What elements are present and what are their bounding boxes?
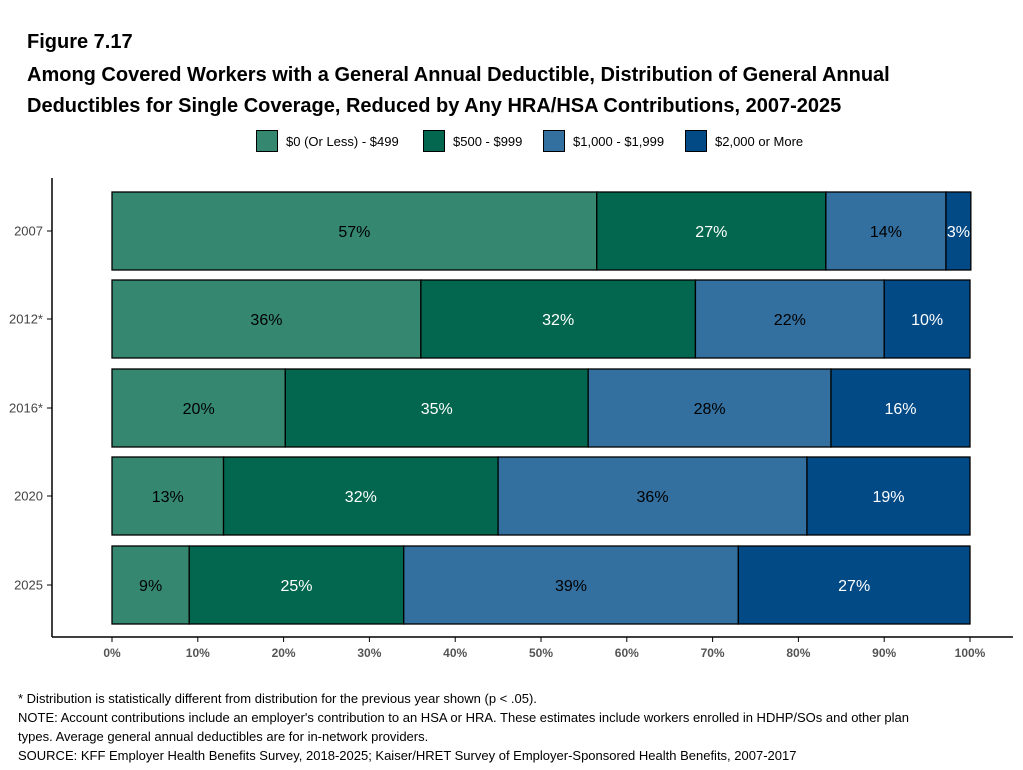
legend-item-series-4: $2,000 or More <box>685 128 803 154</box>
data-label: 32% <box>542 312 574 329</box>
x-tick-label: 0% <box>103 646 121 660</box>
legend-item-series-1: $0 (Or Less) - $499 <box>256 128 399 154</box>
data-label: 28% <box>694 401 726 418</box>
bar-segment <box>420 279 697 359</box>
bar-segment <box>806 456 971 536</box>
y-tick-label: 2016* <box>9 401 43 416</box>
chart-title: Among Covered Workers with a General Ann… <box>27 60 1007 122</box>
bar-segment <box>222 456 499 536</box>
bar-segment <box>188 545 405 625</box>
data-label: 14% <box>870 224 902 241</box>
x-tick-label: 70% <box>701 646 725 660</box>
legend-label-series-4: $2,000 or More <box>715 133 804 149</box>
bar-segment <box>587 368 832 448</box>
figure-label: Figure 7.17 <box>27 31 133 53</box>
stacked-bar-chart: 2007 57% 27% 14% 3% 2012* 36% 32% 22% 10% 2016* 20%… <box>9 178 1013 660</box>
footnote-significance: * Distribution is statistically differen… <box>18 691 537 706</box>
bar-segment <box>111 456 225 536</box>
y-tick-label: 2012* <box>9 312 43 327</box>
bar-segment <box>403 545 739 625</box>
data-label: 25% <box>280 578 312 595</box>
x-tick-label: 60% <box>615 646 639 660</box>
chart-notes: * Distribution is statistically differen… <box>18 689 1013 765</box>
source-line: SOURCE: KFF Employer Health Benefits Sur… <box>18 748 797 763</box>
bar-segment <box>111 191 598 271</box>
legend-swatch-series-4 <box>685 130 707 152</box>
data-label: 39% <box>555 578 587 595</box>
x-tick-label: 30% <box>357 646 381 660</box>
data-label: 19% <box>872 489 904 506</box>
y-tick-label: 2020 <box>14 489 43 504</box>
data-label: 20% <box>183 401 215 418</box>
x-tick-label: 50% <box>529 646 553 660</box>
chart-title-line-2: Deductibles for Single Coverage, Reduced… <box>27 95 842 117</box>
bar-segment <box>596 191 827 271</box>
data-label: 16% <box>884 401 916 418</box>
legend-label-series-1: $0 (Or Less) - $499 <box>286 133 399 149</box>
legend-swatch-series-1 <box>256 130 278 152</box>
x-tick-label: 10% <box>186 646 210 660</box>
x-tick-label: 20% <box>272 646 296 660</box>
bar-segment <box>830 368 971 448</box>
x-tick-label: 40% <box>443 646 467 660</box>
data-label: 35% <box>421 401 453 418</box>
note-line-1: NOTE: Account contributions include an e… <box>18 710 910 725</box>
data-label: 27% <box>838 578 870 595</box>
legend-label-series-3: $1,000 - $1,999 <box>573 133 665 149</box>
data-label: 32% <box>345 489 377 506</box>
bar-segment <box>111 368 286 448</box>
data-label: 3% <box>947 224 970 241</box>
legend-label-series-2: $500 - $999 <box>453 133 523 149</box>
bar-segment <box>945 191 972 271</box>
data-label: 27% <box>695 224 727 241</box>
data-label: 36% <box>250 312 282 329</box>
x-tick-label: 100% <box>955 646 986 660</box>
x-tick-label: 90% <box>872 646 896 660</box>
bar-segment <box>737 545 971 625</box>
chart-title-line-1: Among Covered Workers with a General Ann… <box>27 64 890 86</box>
data-label: 13% <box>152 489 184 506</box>
legend-item-series-3: $1,000 - $1,999 <box>543 128 664 154</box>
chart-legend: $0 (Or Less) - $499 $500 - $999 $1,000 -… <box>0 128 1023 154</box>
x-tick-label: 80% <box>786 646 810 660</box>
bar-segment <box>883 279 971 359</box>
bar-segment <box>694 279 885 359</box>
bar-segment <box>111 545 190 625</box>
data-label: 22% <box>774 312 806 329</box>
note-line-2: types. Average general annual deductible… <box>18 729 429 744</box>
y-tick-label: 2025 <box>14 578 43 593</box>
bar-segment <box>284 368 589 448</box>
legend-swatch-series-3 <box>543 130 565 152</box>
bar-segment <box>111 279 422 359</box>
legend-swatch-series-2 <box>423 130 445 152</box>
data-label: 36% <box>637 489 669 506</box>
y-tick-label: 2007 <box>14 224 43 239</box>
data-label: 9% <box>139 578 162 595</box>
legend-item-series-2: $500 - $999 <box>423 128 522 154</box>
data-label: 57% <box>338 224 370 241</box>
bar-segment <box>497 456 808 536</box>
data-label: 10% <box>911 312 943 329</box>
